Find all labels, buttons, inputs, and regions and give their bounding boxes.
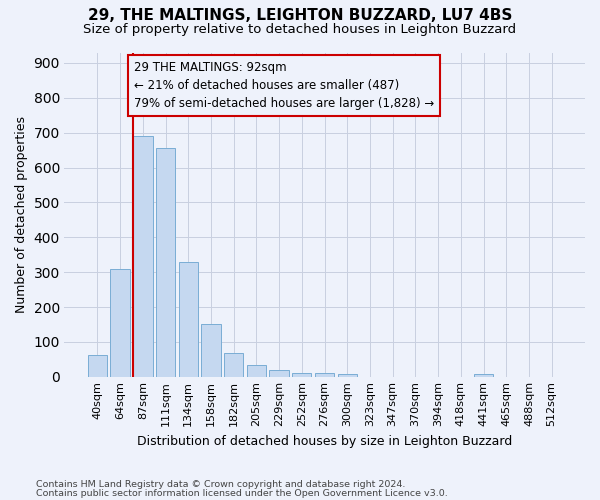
X-axis label: Distribution of detached houses by size in Leighton Buzzard: Distribution of detached houses by size … xyxy=(137,434,512,448)
Bar xyxy=(156,148,175,377)
Bar xyxy=(338,374,357,377)
Bar xyxy=(292,372,311,377)
Text: Size of property relative to detached houses in Leighton Buzzard: Size of property relative to detached ho… xyxy=(83,24,517,36)
Text: 29 THE MALTINGS: 92sqm
← 21% of detached houses are smaller (487)
79% of semi-de: 29 THE MALTINGS: 92sqm ← 21% of detached… xyxy=(134,61,434,110)
Text: 29, THE MALTINGS, LEIGHTON BUZZARD, LU7 4BS: 29, THE MALTINGS, LEIGHTON BUZZARD, LU7 … xyxy=(88,8,512,22)
Bar xyxy=(179,262,198,377)
Bar xyxy=(110,269,130,377)
Bar xyxy=(133,136,152,377)
Y-axis label: Number of detached properties: Number of detached properties xyxy=(15,116,28,313)
Bar xyxy=(202,324,221,377)
Bar xyxy=(315,374,334,377)
Bar xyxy=(474,374,493,377)
Bar xyxy=(224,353,244,377)
Bar xyxy=(88,355,107,377)
Bar xyxy=(247,364,266,377)
Bar xyxy=(269,370,289,377)
Text: Contains public sector information licensed under the Open Government Licence v3: Contains public sector information licen… xyxy=(36,488,448,498)
Text: Contains HM Land Registry data © Crown copyright and database right 2024.: Contains HM Land Registry data © Crown c… xyxy=(36,480,406,489)
